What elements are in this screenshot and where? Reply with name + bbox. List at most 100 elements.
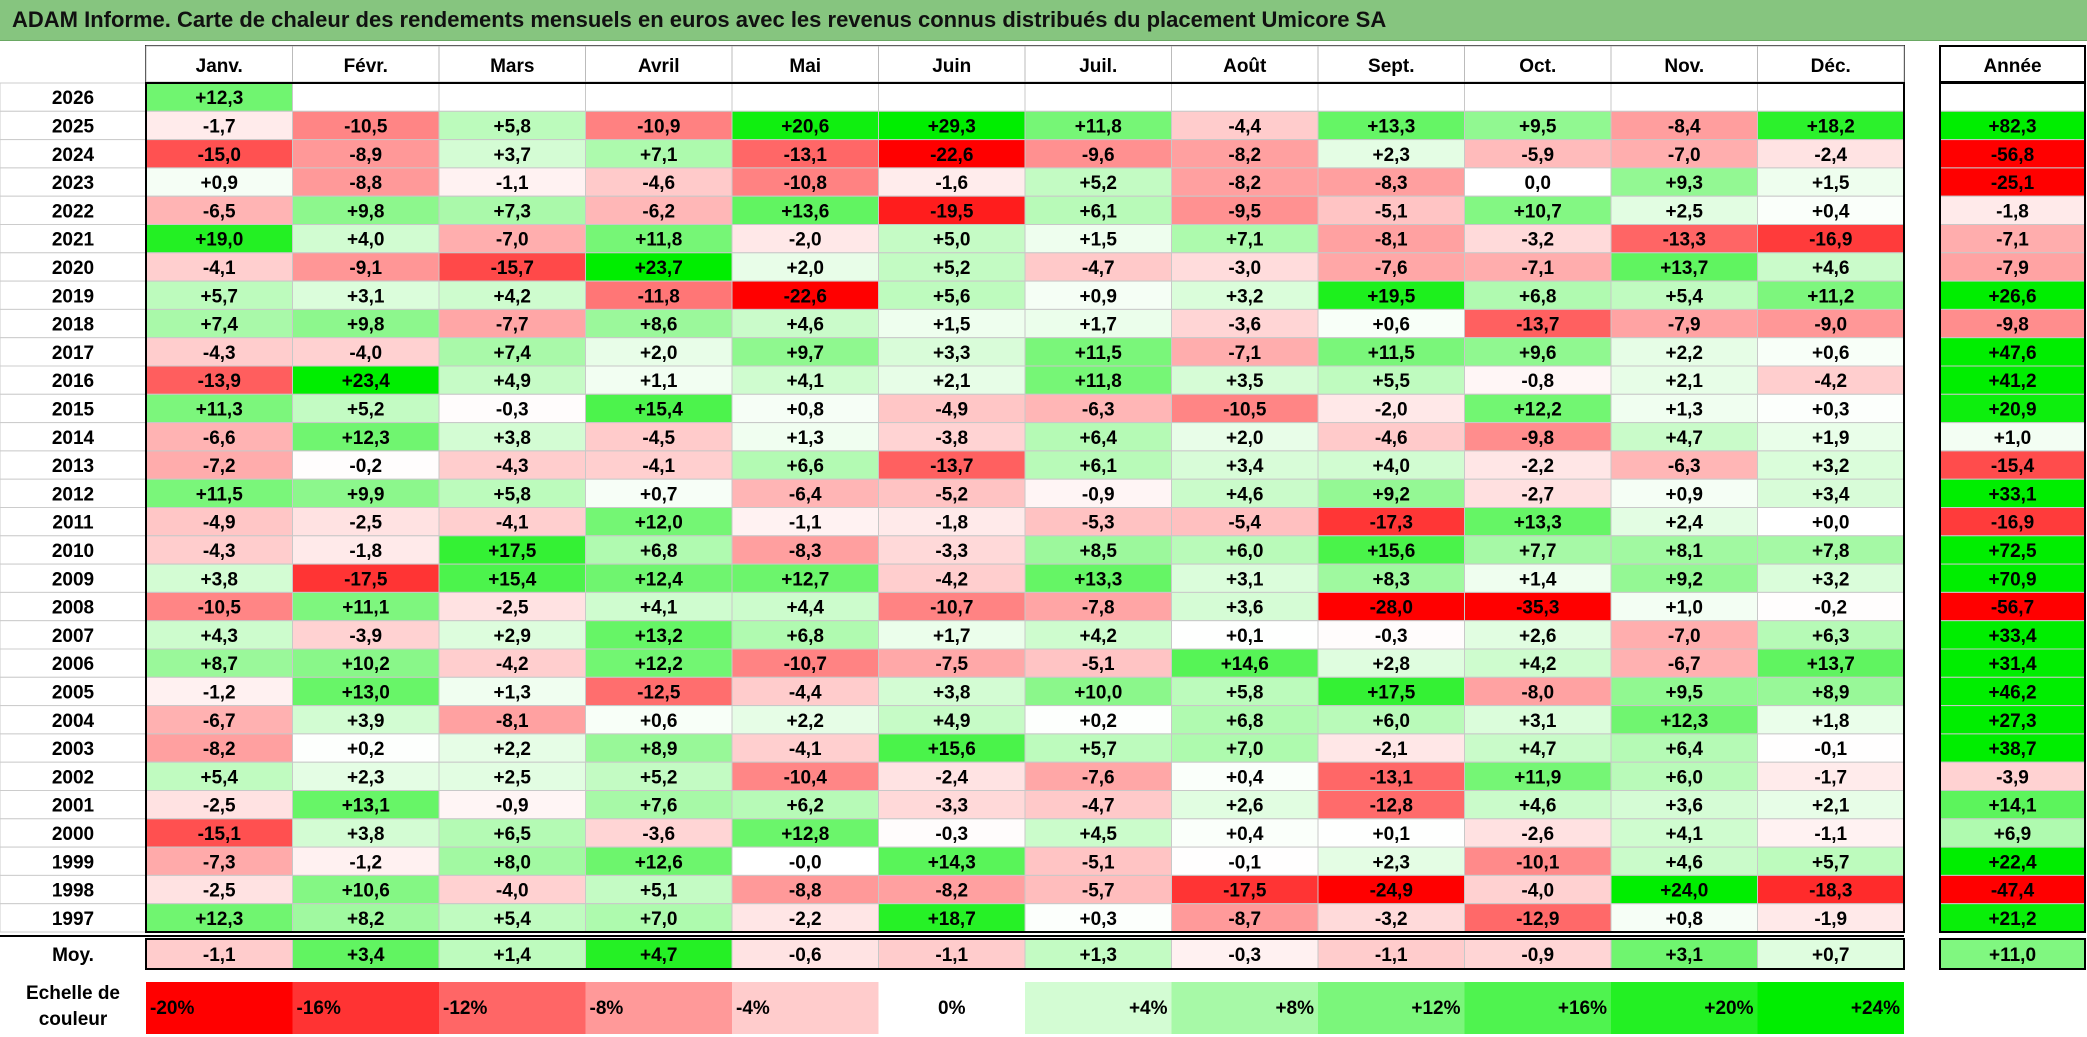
heatmap-cell xyxy=(1171,82,1319,112)
heatmap-cell-value: -2,1 xyxy=(1375,739,1408,760)
heatmap-cell xyxy=(1171,224,1319,254)
heatmap-cell-value: +10,0 xyxy=(1074,682,1122,703)
annual-cell-value: +21,2 xyxy=(1988,909,2036,930)
month-header-cell xyxy=(145,45,293,83)
heatmap-cell-value: +11,8 xyxy=(1075,116,1122,137)
heatmap-cell-value: -7,7 xyxy=(496,315,529,336)
heatmap-cell-value: +1,0 xyxy=(1665,598,1703,619)
heatmap-cell-value: -4,4 xyxy=(789,682,822,703)
heatmap-cell xyxy=(1171,308,1319,339)
heatmap-cell-value: -8,2 xyxy=(1228,145,1261,166)
year-label: 2014 xyxy=(52,428,95,449)
heatmap-cell-value: +12,3 xyxy=(342,428,390,449)
heatmap-cell-value: -4,0 xyxy=(496,881,529,902)
heatmap-cell-value: +0,3 xyxy=(1812,399,1850,420)
heatmap-cell-value: -0,9 xyxy=(1082,484,1115,505)
heatmap-cell-value: +1,3 xyxy=(1665,399,1703,420)
year-label: 2022 xyxy=(52,201,94,222)
heatmap-cell xyxy=(1757,252,1905,282)
annual-cell-value: +33,4 xyxy=(1988,626,2037,647)
heatmap-cell-value: -8,4 xyxy=(1668,116,1701,137)
heatmap-cell-value: +5,2 xyxy=(640,767,678,788)
heatmap-cell-value: +23,7 xyxy=(635,258,683,279)
heatmap-cell xyxy=(292,139,440,169)
heatmap-cell xyxy=(438,620,586,650)
heatmap-cell xyxy=(292,365,440,395)
heatmap-cell-value: -0,2 xyxy=(349,456,382,477)
heatmap-cell xyxy=(731,705,879,735)
annual-cell-value: -3,9 xyxy=(1996,767,2029,788)
annual-cell xyxy=(1939,846,2086,876)
heatmap-cell-value: +2,0 xyxy=(786,258,824,279)
heatmap-cell-value: +1,3 xyxy=(493,682,531,703)
color-scale-label: -8% xyxy=(590,998,624,1019)
heatmap-cell xyxy=(585,478,733,509)
year-label: 2011 xyxy=(52,513,94,534)
heatmap-cell-value: +6,0 xyxy=(1226,541,1264,562)
heatmap-cell-value: -1,7 xyxy=(203,116,236,137)
annual-cell-value: -1,8 xyxy=(1996,201,2029,222)
heatmap-cell-value: +3,2 xyxy=(1226,286,1264,307)
heatmap-cell-value: +2,3 xyxy=(1372,852,1410,873)
heatmap-cell xyxy=(1610,478,1758,509)
heatmap-cell-value: +23,4 xyxy=(342,371,391,392)
heatmap-cell-value: +11,8 xyxy=(635,230,682,251)
heatmap-cell xyxy=(438,393,586,424)
heatmap-cell xyxy=(1024,365,1172,395)
month-header-label: Janv. xyxy=(196,56,243,77)
heatmap-cell-value: +6,4 xyxy=(1079,428,1117,449)
heatmap-cell xyxy=(438,761,586,792)
heatmap-cell-value: +5,4 xyxy=(1665,286,1703,307)
color-scale-label: +24% xyxy=(1851,998,1900,1019)
annual-cell xyxy=(1939,195,2086,225)
year-label: 2026 xyxy=(52,88,94,109)
heatmap-cell-value: +1,8 xyxy=(1812,711,1850,732)
annual-cell-value: -7,1 xyxy=(1996,230,2029,251)
heatmap-cell-value: -15,1 xyxy=(198,824,242,845)
heatmap-cell xyxy=(1464,535,1612,565)
heatmap-cell-value: +3,6 xyxy=(1665,796,1703,817)
heatmap-cell-value: -12,9 xyxy=(1516,909,1559,930)
heatmap-cell-value: -0,3 xyxy=(935,824,968,845)
heatmap-cell xyxy=(438,705,586,735)
heatmap-cell xyxy=(438,591,586,622)
heatmap-cell-value: -1,9 xyxy=(1814,909,1847,930)
heatmap-cell xyxy=(292,648,440,678)
heatmap-cell xyxy=(878,620,1026,650)
heatmap-cell-value: +15,6 xyxy=(928,739,976,760)
average-cell xyxy=(1610,938,1758,970)
heatmap-cell-value: -7,0 xyxy=(1668,626,1701,647)
color-scale-swatch xyxy=(1464,982,1611,1034)
heatmap-cell-value: +2,1 xyxy=(933,371,971,392)
heatmap-cell xyxy=(585,818,733,848)
heatmap-cell-value: +4,9 xyxy=(493,371,531,392)
heatmap-cell xyxy=(438,224,586,254)
heatmap-cell xyxy=(292,790,440,820)
heatmap-cell-value: +4,0 xyxy=(347,230,385,251)
heatmap-cell xyxy=(1024,648,1172,678)
year-label: 2021 xyxy=(52,230,95,251)
heatmap-cell xyxy=(731,110,879,141)
color-scale-swatch xyxy=(732,982,879,1034)
heatmap-cell-value: -9,1 xyxy=(349,258,382,279)
heatmap-cell xyxy=(1464,478,1612,509)
heatmap-cell-value: -8,2 xyxy=(203,739,236,760)
heatmap-cell xyxy=(145,620,293,650)
heatmap-cell-value: +9,5 xyxy=(1519,116,1557,137)
heatmap-cell-value: +17,5 xyxy=(1367,682,1416,703)
heatmap-cell-value: +6,8 xyxy=(1226,711,1264,732)
heatmap-cell-value: +7,3 xyxy=(493,201,531,222)
heatmap-cell-value: +6,1 xyxy=(1079,456,1117,477)
heatmap-cell-value: -24,9 xyxy=(1370,881,1413,902)
heatmap-cell xyxy=(145,478,293,509)
month-header-label: Nov. xyxy=(1664,56,1704,77)
heatmap-cell xyxy=(1610,365,1758,395)
heatmap-cell-value: +7,1 xyxy=(640,145,678,166)
heatmap-cell-value: -4,1 xyxy=(203,258,236,279)
heatmap-cell-value: -1,1 xyxy=(1814,824,1847,845)
heatmap-cell-value: -4,2 xyxy=(496,654,529,675)
heatmap-cell xyxy=(1171,591,1319,622)
heatmap-cell xyxy=(1317,450,1465,480)
heatmap-cell-value: -10,9 xyxy=(637,116,680,137)
heatmap-cell-value: -2,4 xyxy=(935,767,968,788)
